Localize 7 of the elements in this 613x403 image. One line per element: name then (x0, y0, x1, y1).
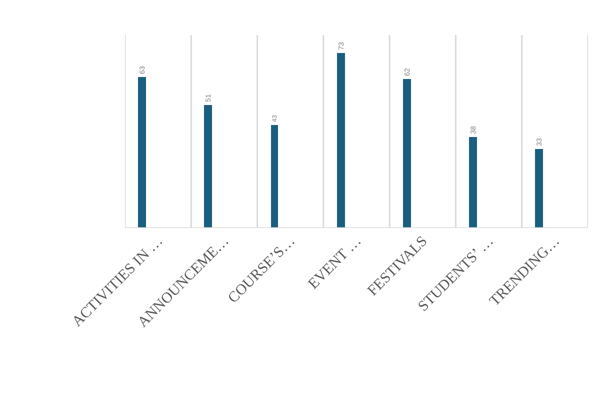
bar (271, 125, 278, 228)
bar (469, 137, 477, 228)
bar (535, 149, 543, 228)
bar (138, 77, 146, 228)
bar (403, 79, 411, 228)
bar (337, 53, 345, 228)
bar (204, 105, 212, 228)
